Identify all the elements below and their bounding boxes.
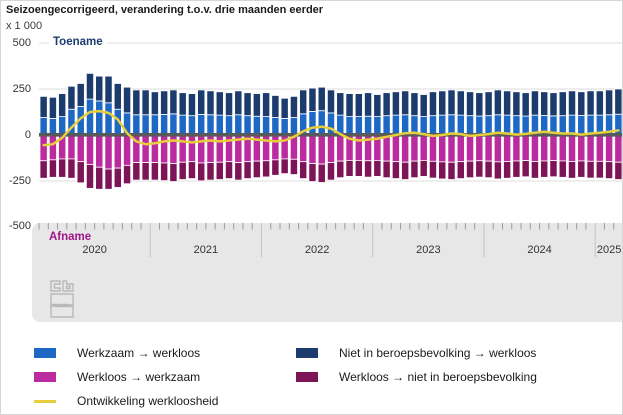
x-axis-year-2022: 2022	[304, 244, 330, 256]
cbs-logo-icon	[50, 280, 74, 318]
legend-label: Niet in beroepsbevolking → werkloos	[339, 346, 537, 360]
legend-swatch-navy	[296, 348, 318, 358]
legend-item-werkzaam-werkloos: Werkzaam → werkloos	[34, 341, 218, 365]
x-axis-year-2024: 2024	[527, 244, 552, 256]
x-axis-band: 2020 2021 2022 2023 2024 2025	[32, 223, 622, 322]
legend-swatch-yellow-line	[34, 399, 56, 403]
legend-label: Werkzaam → werkloos	[77, 346, 201, 360]
y-tick-neg-500: -500	[8, 220, 31, 232]
legend-item-ontwikkeling-werkloosheid: Ontwikkeling werkloosheid	[34, 389, 218, 413]
y-tick-250: 250	[12, 83, 31, 95]
chart-title: Seizoengecorrigeerd, verandering t.o.v. …	[6, 4, 324, 16]
x-axis-year-2021: 2021	[193, 244, 219, 256]
y-tick-neg-250: -250	[8, 175, 31, 187]
legend-swatch-purple	[296, 372, 318, 382]
legend-label: Ontwikkeling werkloosheid	[77, 394, 219, 408]
legend-item-werkloos-werkzaam: Werkloos → werkzaam	[34, 365, 218, 389]
legend-item-werkloos-niet-beroepsbevolking: Werkloos → niet in beroepsbevolking	[296, 365, 537, 389]
x-axis-year-2020: 2020	[82, 244, 107, 256]
unit-label: x 1 000	[6, 20, 43, 32]
y-tick-0: 0	[24, 129, 31, 141]
legend-item-niet-beroepsbevolking-werkloos: Niet in beroepsbevolking → werkloos	[296, 341, 537, 365]
x-axis-year-2023: 2023	[416, 244, 441, 256]
x-axis-year-2025: 2025	[596, 244, 622, 256]
legend-label: Werkloos → werkzaam	[77, 370, 201, 384]
legend-swatch-magenta	[34, 372, 56, 382]
legend-label: Werkloos → niet in beroepsbevolking	[339, 370, 537, 384]
legend-swatch-blue	[34, 348, 56, 358]
y-tick-500: 500	[12, 37, 31, 49]
chart-plot	[38, 42, 622, 257]
